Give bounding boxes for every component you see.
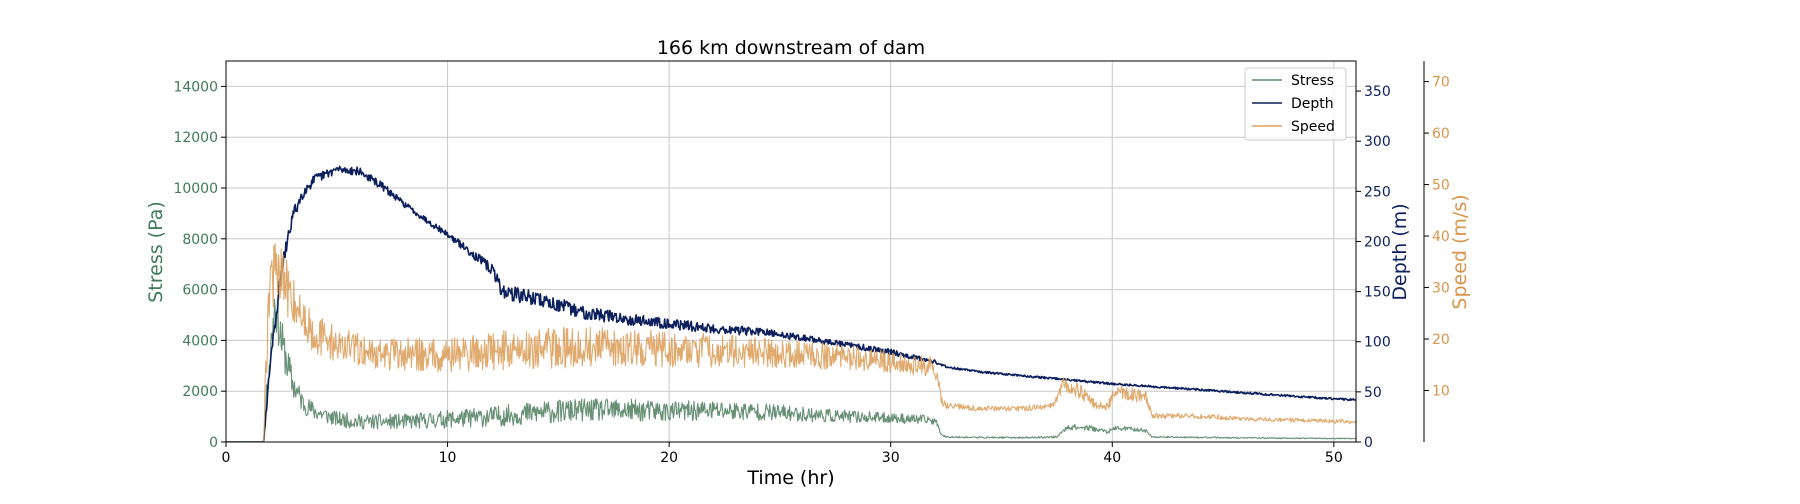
speed-tick-label-5: 60	[1432, 126, 1450, 142]
depth-tick-label-4: 200	[1364, 234, 1391, 250]
stress-axis-title: Stress (Pa)	[145, 201, 167, 303]
chart-title: 166 km downstream of dam	[657, 37, 925, 59]
depth-tick-label-1: 50	[1364, 385, 1382, 401]
legend: Stress Depth Speed	[1244, 67, 1347, 141]
legend-label-speed: Speed	[1291, 119, 1335, 135]
x-tick-label-3: 30	[882, 450, 900, 466]
depth-tick-label-5: 250	[1364, 184, 1391, 200]
speed-tick-label-6: 70	[1432, 75, 1450, 91]
x-axis-title: Time (hr)	[746, 467, 834, 489]
depth-tick-label-6: 300	[1364, 134, 1391, 150]
stress-tick-label-1: 2000	[182, 384, 218, 400]
legend-box	[1244, 67, 1347, 141]
series-layer	[226, 165, 1356, 442]
depth-axis-title: Depth (m)	[1389, 203, 1411, 300]
depth-tick-label-0: 0	[1364, 435, 1373, 451]
plot-frame	[225, 60, 1357, 443]
legend-label-depth: Depth	[1291, 96, 1334, 112]
stress-tick-label-2: 4000	[182, 333, 218, 349]
stress-tick-label-7: 14000	[173, 79, 218, 95]
stress-tick-label-3: 6000	[182, 283, 218, 299]
x-tick-label-2: 20	[660, 450, 678, 466]
series-line-depth	[226, 165, 1356, 442]
speed-tick-label-3: 40	[1432, 229, 1450, 245]
axes: 0 10 20 30 40 5002000400060008000100001200014…	[173, 61, 1450, 466]
stress-tick-label-0: 0	[209, 435, 218, 451]
depth-tick-label-2: 100	[1364, 335, 1391, 351]
stress-tick-label-4: 8000	[182, 232, 218, 248]
series-line-speed	[226, 243, 1356, 442]
speed-tick-label-0: 10	[1432, 384, 1450, 400]
depth-tick-label-3: 150	[1364, 285, 1391, 301]
legend-label-stress: Stress	[1291, 73, 1334, 89]
stress-tick-label-6: 12000	[173, 130, 218, 146]
stress-tick-label-5: 10000	[173, 181, 218, 197]
x-tick-label-5: 50	[1325, 450, 1343, 466]
x-tick-label-4: 40	[1103, 450, 1121, 466]
speed-tick-label-2: 30	[1432, 281, 1450, 297]
speed-axis-title: Speed (m/s)	[1449, 194, 1471, 309]
series-line-stress	[226, 297, 1356, 442]
speed-tick-label-4: 50	[1432, 178, 1450, 194]
x-tick-label-0: 0	[222, 450, 231, 466]
x-tick-label-1: 10	[439, 450, 457, 466]
depth-tick-label-7: 350	[1364, 84, 1391, 100]
speed-tick-label-1: 20	[1432, 332, 1450, 348]
